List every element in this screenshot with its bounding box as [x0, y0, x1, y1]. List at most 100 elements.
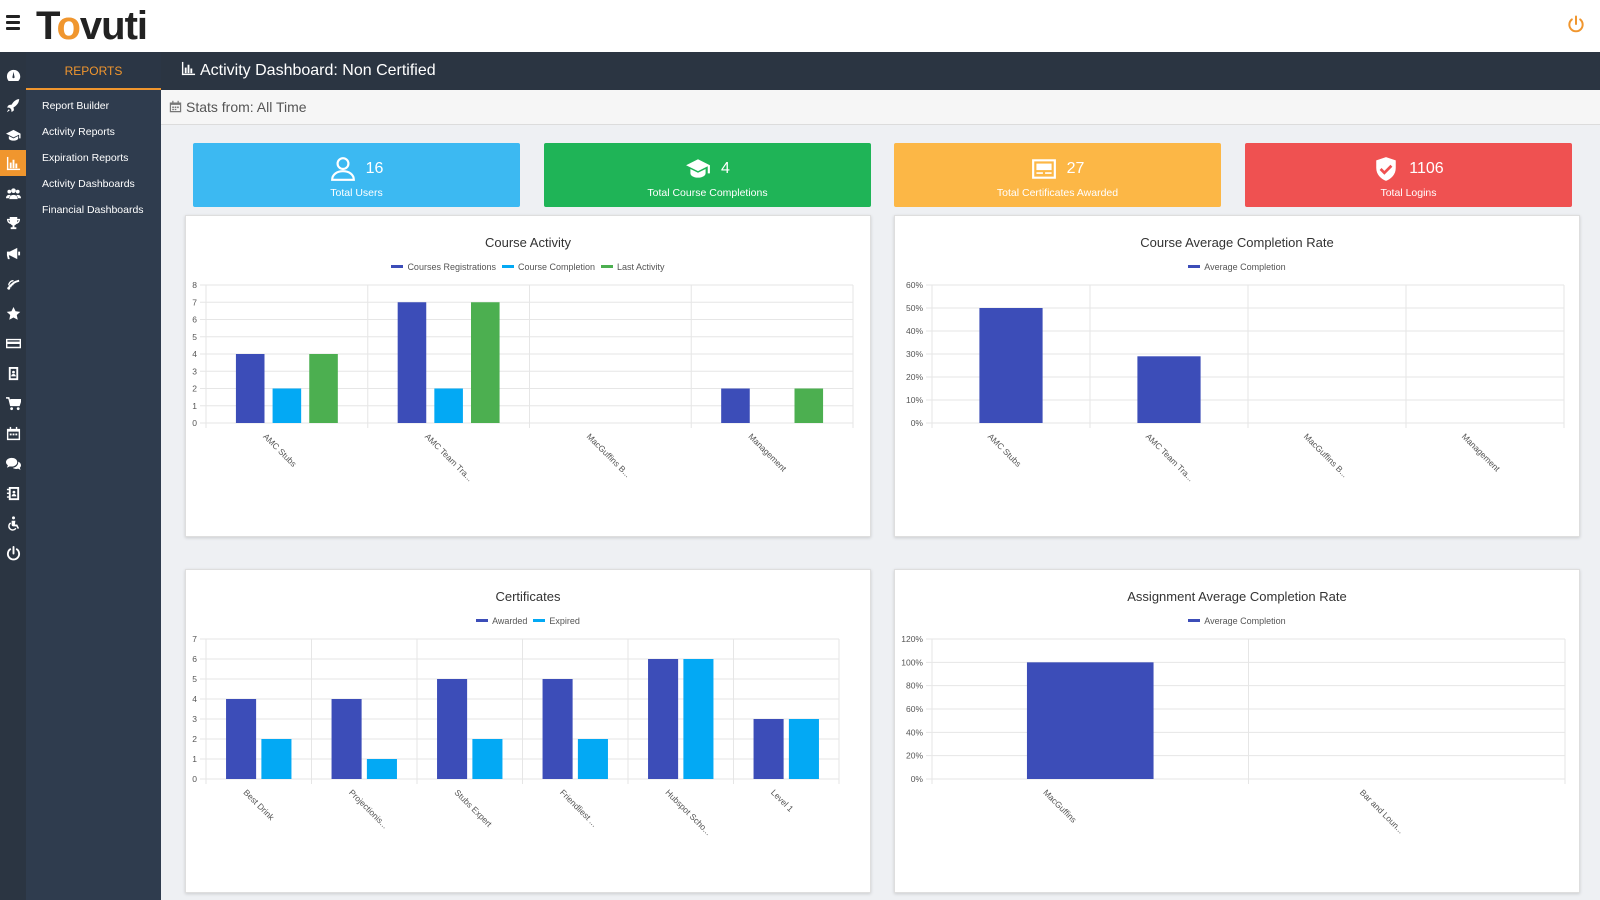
y-tick-label: 40%: [906, 727, 923, 737]
submenu-item-report-builder[interactable]: Report Builder: [42, 100, 110, 112]
rail-item-calendar[interactable]: [0, 420, 26, 446]
rocket-icon: [6, 98, 20, 112]
bar[interactable]: [226, 699, 257, 779]
rail-item-power[interactable]: [0, 540, 26, 566]
submenu-item-activity-dashboards[interactable]: Activity Dashboards: [42, 178, 135, 190]
bar[interactable]: [309, 354, 338, 423]
accessibility-icon: [7, 515, 19, 531]
bar[interactable]: [1026, 662, 1154, 779]
user-icon: [330, 157, 355, 181]
bar[interactable]: [721, 388, 750, 424]
y-tick-label: 1: [192, 754, 197, 764]
hamburger-icon[interactable]: [6, 15, 20, 31]
bar[interactable]: [788, 719, 819, 779]
y-tick-label: 30%: [906, 349, 923, 359]
rail-item-rocket[interactable]: [0, 92, 26, 118]
x-tick-label: Hubspot Scho...: [664, 787, 714, 837]
submenu-item-financial-dashboards[interactable]: Financial Dashboards: [42, 204, 144, 216]
rail-item-accessibility[interactable]: [0, 510, 26, 536]
rail-item-chat[interactable]: [0, 450, 26, 476]
power-icon[interactable]: [1566, 14, 1586, 34]
bar[interactable]: [683, 659, 714, 779]
x-tick-label: Management: [1460, 431, 1503, 474]
legend-item[interactable]: Courses Registrations: [391, 262, 496, 272]
legend-item[interactable]: Expired: [533, 616, 580, 626]
users-icon: [5, 187, 21, 199]
bar[interactable]: [366, 759, 397, 779]
x-tick-label: Friendliest ...: [558, 787, 599, 828]
bar[interactable]: [794, 388, 824, 424]
stats-period-label: Stats from: All Time: [186, 99, 307, 115]
logo[interactable]: Tovuti: [36, 4, 148, 48]
legend-swatch: [533, 619, 546, 622]
icon-rail: [0, 52, 26, 900]
bar[interactable]: [472, 739, 503, 779]
bar[interactable]: [261, 739, 292, 779]
bar[interactable]: [397, 302, 427, 423]
legend-label: Average Completion: [1204, 262, 1286, 272]
y-tick-label: 100%: [901, 657, 923, 667]
rail-item-users[interactable]: [0, 180, 26, 206]
bar[interactable]: [648, 659, 679, 779]
x-tick-label: MacGuffins B...: [1302, 431, 1350, 479]
total-users-value: 16: [365, 160, 384, 177]
total-certificates-card[interactable]: 27 Total Certificates Awarded: [894, 143, 1221, 207]
rail-item-dashboard[interactable]: [0, 62, 26, 88]
rail-item-credit-card[interactable]: [0, 330, 26, 356]
total-course-completions-card[interactable]: 4 Total Course Completions: [544, 143, 871, 207]
rail-item-trophy[interactable]: [0, 210, 26, 236]
bar[interactable]: [753, 719, 784, 779]
legend-item[interactable]: Average Completion: [1188, 616, 1286, 626]
chart-title: Course Activity: [485, 235, 571, 250]
address-book-icon: [6, 486, 19, 500]
rail-item-megaphone[interactable]: [0, 240, 26, 266]
rail-item-id-badge[interactable]: [0, 360, 26, 386]
legend-swatch: [1188, 619, 1201, 622]
rail-item-cart[interactable]: [0, 390, 26, 416]
legend-item[interactable]: Average Completion: [1188, 262, 1286, 272]
legend-swatch: [501, 265, 514, 268]
bar[interactable]: [979, 308, 1043, 423]
y-tick-label: 120%: [901, 634, 923, 644]
x-tick-label: Projectionis...: [347, 787, 390, 830]
y-tick-label: 4: [192, 694, 197, 704]
bar[interactable]: [272, 388, 302, 424]
rail-item-satellite[interactable]: [0, 270, 26, 296]
trophy-icon: [6, 216, 20, 229]
rail-item-bar-chart[interactable]: [0, 150, 26, 176]
submenu-item-expiration-reports[interactable]: Expiration Reports: [42, 152, 129, 164]
calendar-icon: [6, 426, 20, 440]
legend-label: Courses Registrations: [407, 262, 496, 272]
y-tick-label: 40%: [906, 326, 923, 336]
submenu-item-activity-reports[interactable]: Activity Reports: [42, 126, 115, 138]
bar[interactable]: [542, 679, 573, 779]
chart-plot: 0% 10% 20% 30% 40% 50% 60% AMC Stubs AMC Team Tr…: [906, 280, 1565, 483]
y-tick-label: 0: [192, 418, 197, 428]
legend-item[interactable]: Awarded: [476, 616, 527, 626]
legend-item[interactable]: Last Activity: [601, 262, 665, 272]
page-title-text: Activity Dashboard: Non Certified: [200, 62, 436, 79]
y-tick-label: 80%: [906, 681, 923, 691]
bar[interactable]: [1137, 356, 1201, 423]
bar[interactable]: [331, 699, 362, 779]
y-tick-label: 3: [192, 366, 197, 376]
rail-item-graduation-cap[interactable]: [0, 122, 26, 148]
bar[interactable]: [577, 739, 608, 779]
bar[interactable]: [471, 302, 500, 423]
x-tick-label: Stubs Expert: [453, 787, 495, 829]
legend-item[interactable]: Course Completion: [501, 262, 595, 272]
id-badge-icon: [8, 366, 18, 380]
total-users-label: Total Users: [330, 187, 383, 199]
top-bar: Tovuti: [0, 0, 1600, 52]
bar[interactable]: [434, 388, 463, 424]
total-logins-card[interactable]: 1106 Total Logins: [1245, 143, 1572, 207]
assignment-average-completion-panel: Assignment Average Completion Rate Averag…: [894, 569, 1580, 893]
bar[interactable]: [235, 354, 265, 423]
total-users-card[interactable]: 16 Total Users: [193, 143, 520, 207]
total-certificates-value: 27: [1066, 160, 1085, 177]
chart-legend: Average Completion: [895, 616, 1579, 626]
rail-item-star[interactable]: [0, 300, 26, 326]
legend-swatch: [1188, 265, 1201, 268]
rail-item-address-book[interactable]: [0, 480, 26, 506]
bar[interactable]: [437, 679, 468, 779]
